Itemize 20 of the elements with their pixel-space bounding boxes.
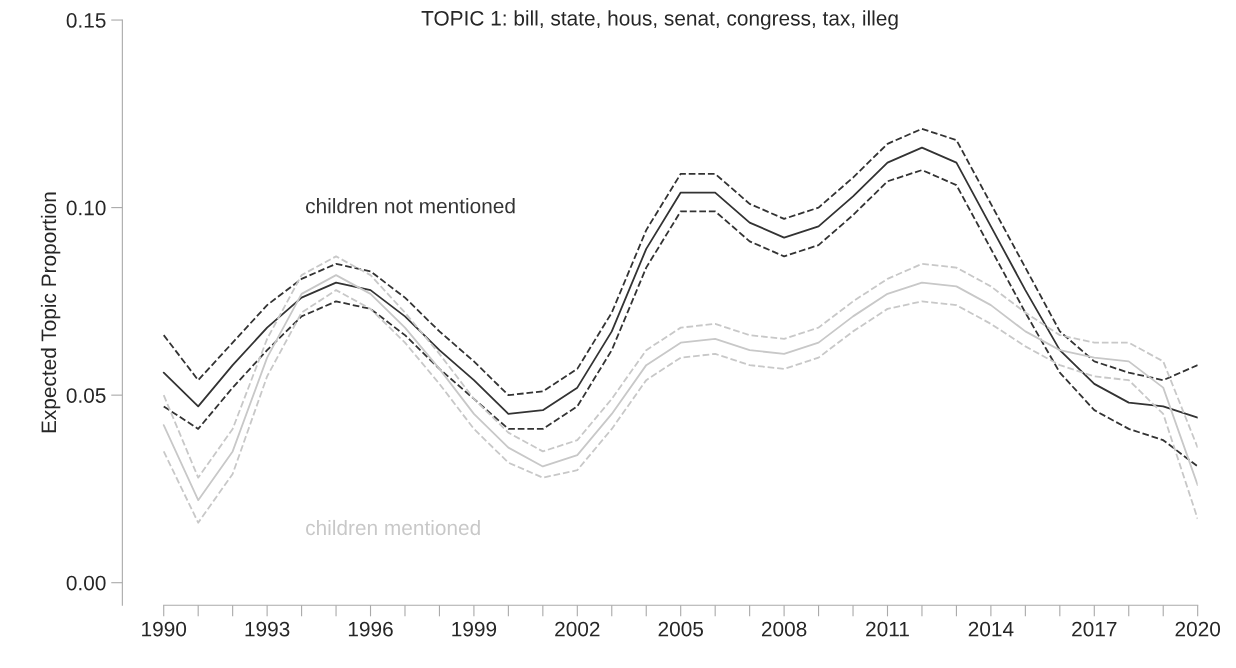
line-series	[162, 169, 1198, 468]
x-tick-label: 1996	[348, 621, 393, 637]
x-tick-label: 2014	[968, 621, 1014, 637]
text: children not mentioned	[306, 198, 515, 214]
x-tick-label: 2011	[866, 621, 909, 637]
y-tick-label: 0.10	[66, 200, 106, 216]
chart-title: TOPIC 1: bill, state, hous, senat, congress, tax, illeg	[421, 10, 898, 30]
y-tick-label: 0.15	[66, 13, 106, 28]
y-tick-label: 0.05	[66, 388, 106, 403]
y-axis-title: Expected Topic Proportion	[40, 192, 61, 433]
x-tick-label: 2017	[1072, 621, 1117, 637]
y-tick-label: 0.00	[66, 575, 106, 591]
x-tick-label: 1999	[452, 621, 497, 637]
x-tick-label: 2020	[1175, 621, 1221, 637]
line-series	[162, 255, 1198, 479]
x-tick-label: 1990	[142, 621, 187, 637]
x-tick-label: 1993	[245, 621, 290, 637]
x-tick-label: 2005	[658, 621, 704, 637]
x-tick-label: 2008	[761, 621, 807, 637]
x-tick-label: 2002	[555, 621, 600, 637]
